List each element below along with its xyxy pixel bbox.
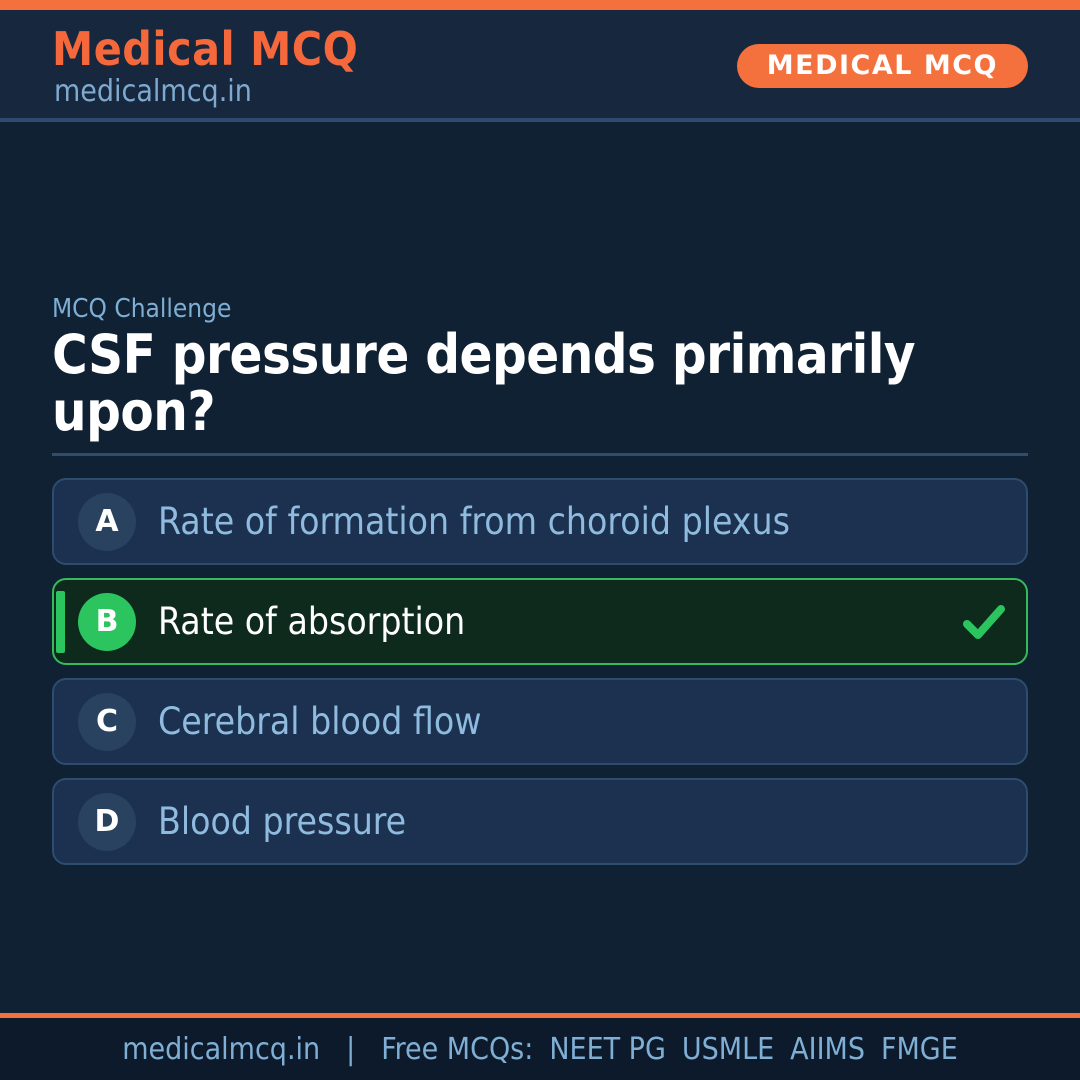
option-b-text: Rate of absorption: [158, 600, 466, 643]
footer-site: medicalmcq.in: [122, 1031, 321, 1067]
brand-badge: MEDICAL MCQ: [736, 44, 1028, 88]
question-divider: [52, 453, 1028, 456]
check-icon: [963, 604, 1005, 639]
top-accent-bar: [0, 0, 1080, 10]
header: Medical MCQ medicalmcq.in MEDICAL MCQ: [0, 10, 1080, 122]
question-category-label: MCQ Challenge: [52, 294, 232, 324]
footer-tagline-label: Free MCQs:: [381, 1031, 534, 1067]
brand-subtitle: medicalmcq.in: [54, 74, 252, 109]
correct-accent-bar: [56, 590, 65, 653]
option-d-text: Blood pressure: [158, 800, 407, 843]
option-a-letter-badge: A: [78, 492, 136, 551]
footer-exam-aiims: AIIMS: [790, 1031, 865, 1067]
option-b-correct[interactable]: B Rate of absorption: [52, 578, 1028, 665]
option-d[interactable]: D Blood pressure: [52, 778, 1028, 865]
option-a[interactable]: A Rate of formation from choroid plexus: [52, 478, 1028, 565]
brand-title: Medical MCQ: [52, 22, 359, 76]
footer-exam-usmle: USMLE: [681, 1031, 775, 1067]
footer-exam-fmge: FMGE: [880, 1031, 958, 1067]
footer: medicalmcq.in | Free MCQs: NEET PG USMLE…: [0, 1018, 1080, 1080]
option-b-letter-badge: B: [78, 592, 136, 651]
option-c-letter-badge: C: [78, 692, 136, 751]
footer-exam-neet-pg: NEET PG: [549, 1031, 666, 1067]
option-c[interactable]: C Cerebral blood flow: [52, 678, 1028, 765]
footer-accent-bar: [0, 1013, 1080, 1018]
option-a-text: Rate of formation from choroid plexus: [158, 500, 790, 543]
option-c-text: Cerebral blood flow: [158, 700, 482, 743]
footer-separator: |: [346, 1031, 356, 1067]
options-list: A Rate of formation from choroid plexus …: [52, 478, 1028, 865]
option-d-letter-badge: D: [78, 792, 136, 851]
question-text: CSF pressure depends primarily upon?: [52, 323, 916, 443]
